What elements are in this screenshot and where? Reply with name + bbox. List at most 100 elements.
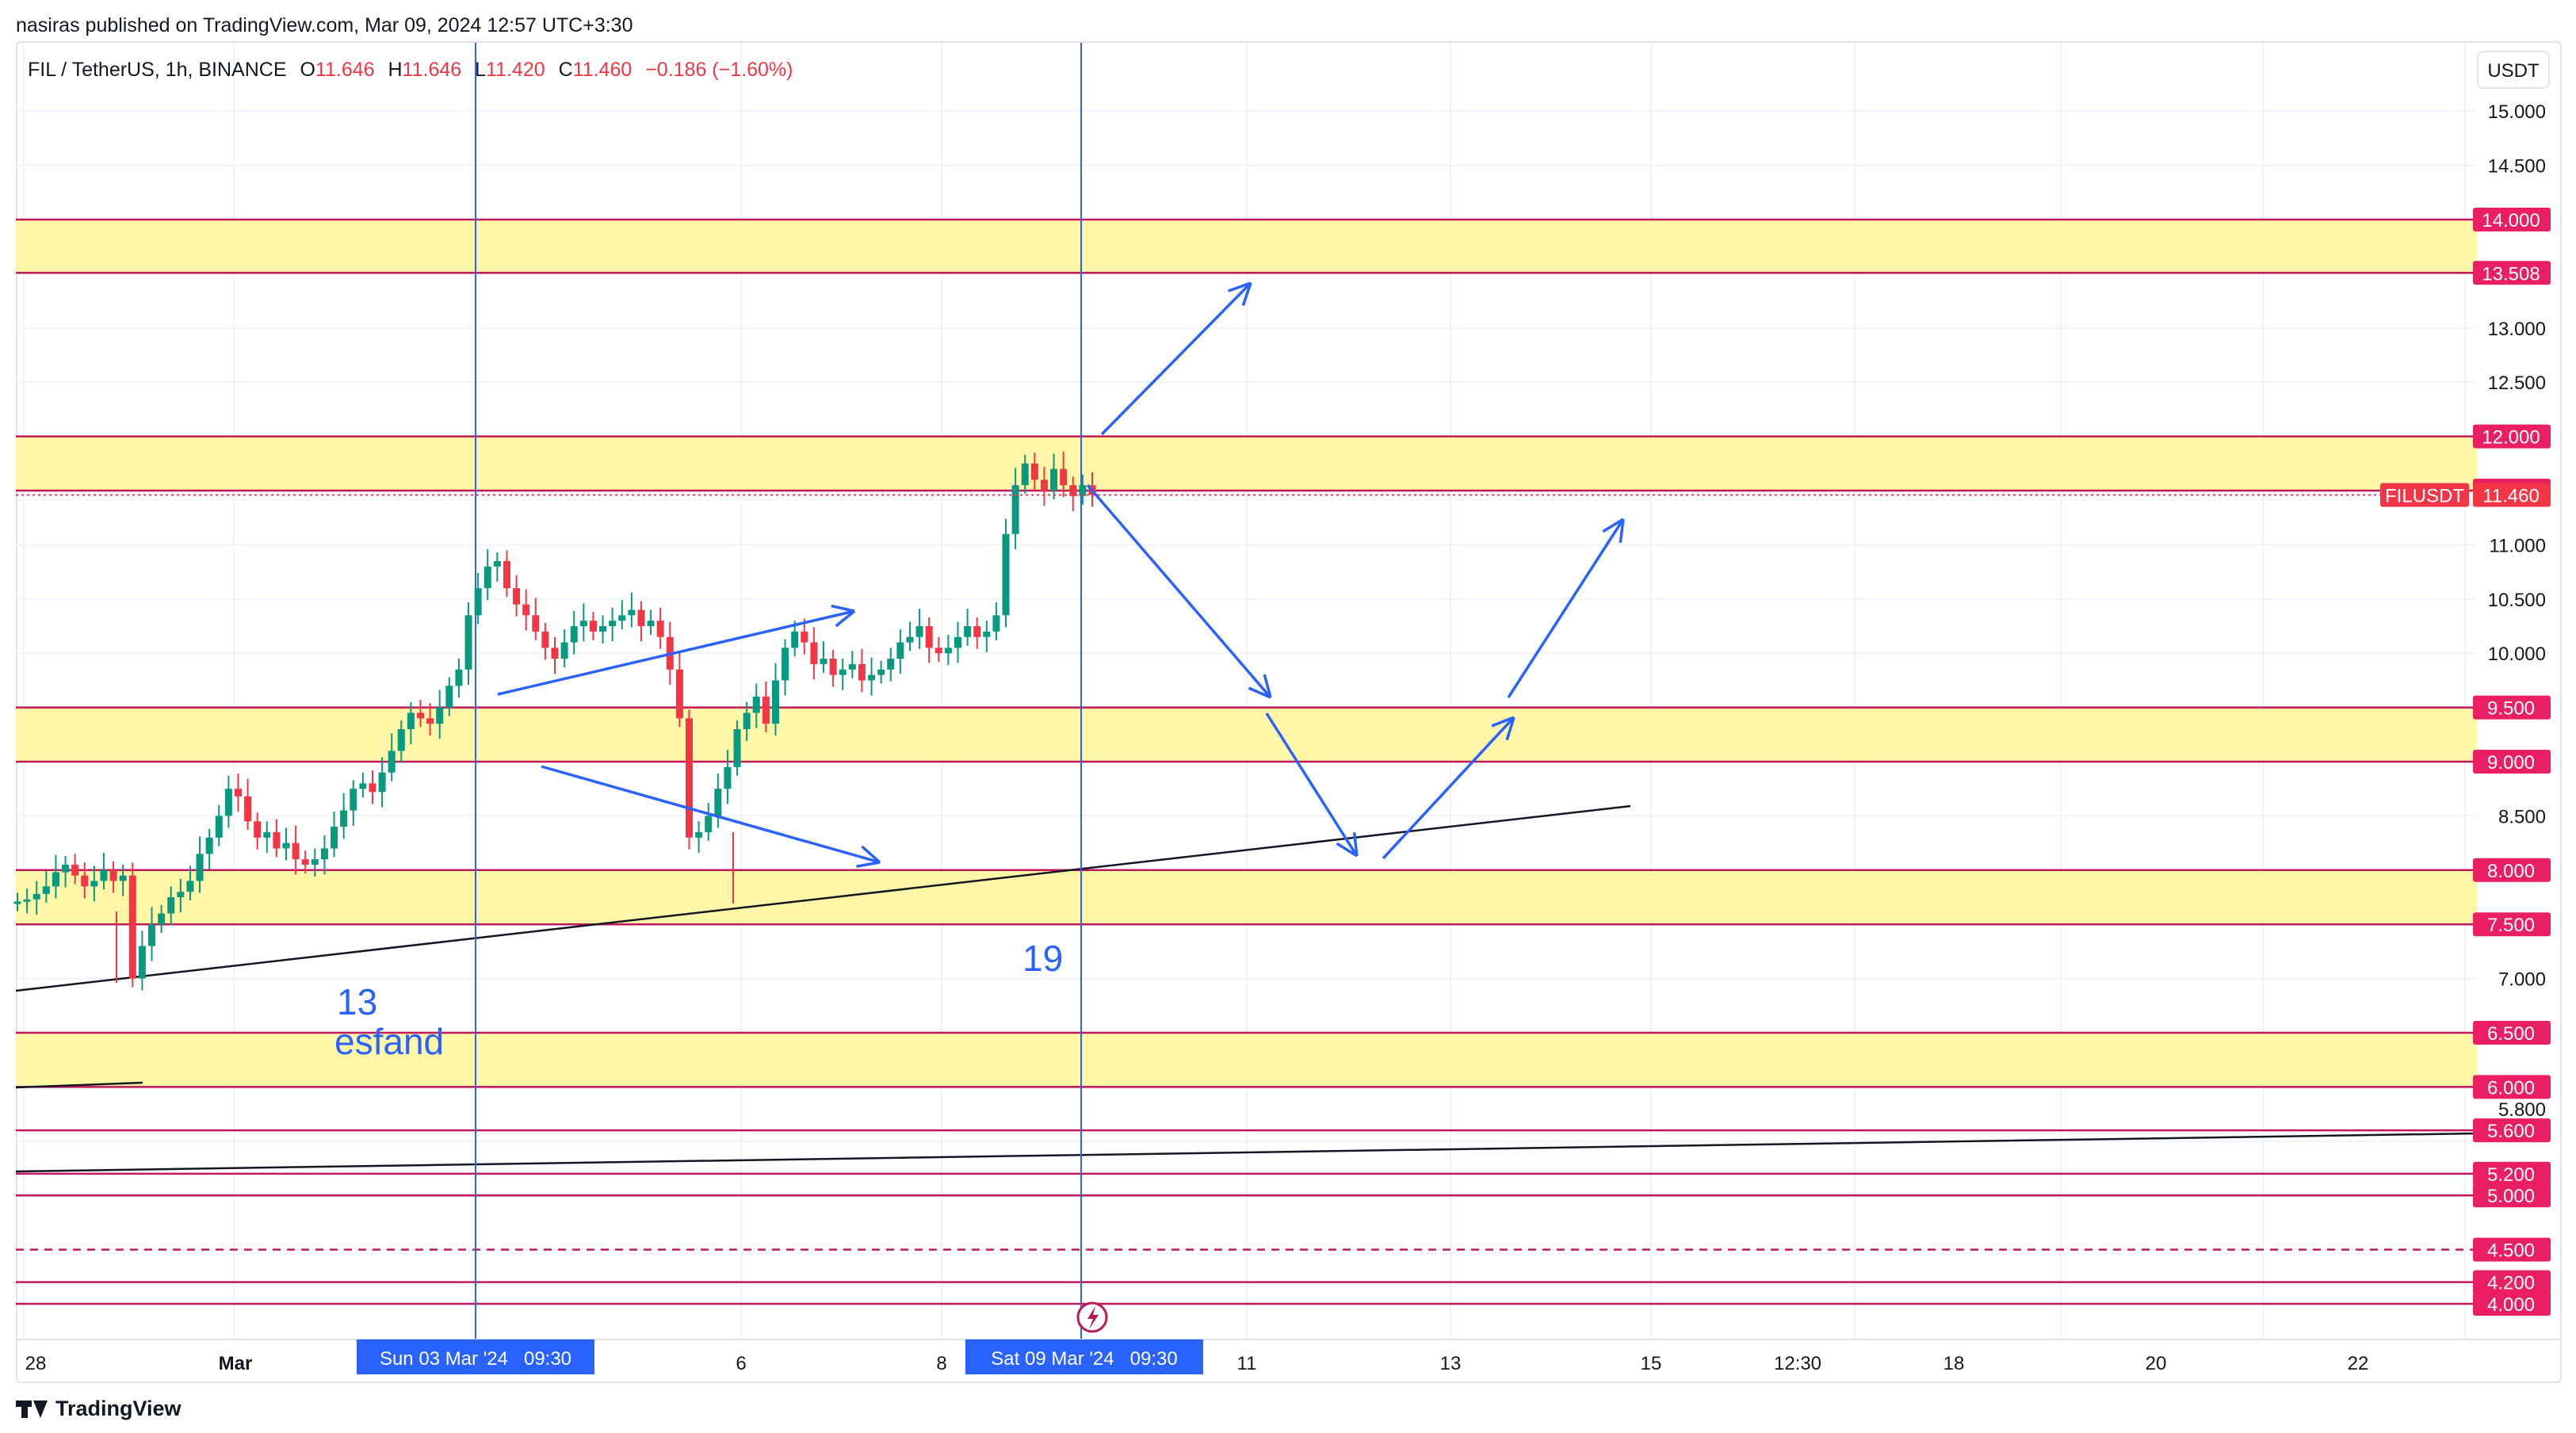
candle-body[interactable] [331,827,338,849]
candle-body[interactable] [128,875,136,979]
price-level-tag[interactable] [2473,1237,2551,1262]
candle-body[interactable] [417,713,424,719]
candle-body[interactable] [1069,485,1077,496]
current-price-tag[interactable] [2473,483,2551,507]
price-level-tag[interactable] [2473,1118,2551,1143]
candle-body[interactable] [1050,468,1058,491]
candle-body[interactable] [637,610,645,626]
candle-body[interactable] [973,626,981,637]
candle-body[interactable] [906,636,914,643]
date-marker-tag[interactable] [357,1339,594,1374]
candle-body[interactable] [474,588,482,616]
price-level-tag[interactable] [2473,1021,2551,1045]
candle-body[interactable] [445,686,453,708]
candle-body[interactable] [186,881,194,892]
projection-arrow[interactable] [497,610,855,696]
candle-body[interactable] [829,659,837,675]
candle-body[interactable] [81,875,89,887]
candle-body[interactable] [196,854,204,881]
candle-body[interactable] [579,621,587,626]
candle-body[interactable] [378,772,386,793]
candle-body[interactable] [282,843,290,849]
price-level-tag[interactable] [2473,695,2551,720]
candle-body[interactable] [887,659,895,670]
candle-body[interactable] [254,821,262,838]
candle-body[interactable] [397,728,405,751]
candle-body[interactable] [714,789,722,816]
price-level-tag[interactable] [2473,208,2551,231]
candle-body[interactable] [925,626,933,648]
candle-body[interactable] [1021,463,1029,486]
candle-body[interactable] [858,663,866,681]
price-level-tag[interactable] [2473,750,2551,774]
price-level-tag[interactable] [2473,1075,2551,1099]
candle-body[interactable] [311,859,319,865]
candle-body[interactable] [292,843,300,860]
candle-body[interactable] [301,859,309,865]
candle-body[interactable] [1060,468,1068,486]
candle-body[interactable] [359,783,367,789]
candle-body[interactable] [771,680,779,724]
candle-body[interactable] [493,560,501,567]
projection-arrow[interactable] [541,765,881,864]
candle-body[interactable] [273,831,281,849]
candle-body[interactable] [896,642,904,659]
support-resistance-zone[interactable] [16,869,2477,925]
price-level-tag[interactable] [2473,1183,2551,1208]
candle-body[interactable] [215,816,223,838]
candle-body[interactable] [388,751,396,773]
currency-unit-button[interactable]: USDT [2477,51,2550,89]
candle-body[interactable] [656,621,664,637]
support-resistance-zone[interactable] [16,220,2477,273]
projection-arrow[interactable] [1086,483,1272,699]
price-level-tag[interactable] [2473,424,2551,449]
candle-body[interactable] [541,631,549,648]
candle-body[interactable] [1079,485,1087,496]
projection-arrow[interactable] [1507,518,1625,698]
candle-body[interactable] [148,924,155,946]
trend-line[interactable] [15,1132,2478,1173]
candle-body[interactable] [839,669,847,675]
candle-body[interactable] [551,648,559,659]
candle-body[interactable] [944,648,952,654]
candle-body[interactable] [992,615,1000,632]
price-level-tag[interactable] [2473,1292,2551,1316]
symbol-label[interactable]: FIL / TetherUS, 1h, BINANCE [28,59,287,81]
candle-body[interactable] [71,864,79,876]
candle-body[interactable] [62,864,70,873]
projection-arrow[interactable] [1100,281,1252,436]
candle-body[interactable] [915,626,923,637]
projection-arrow[interactable] [1265,713,1359,857]
candle-body[interactable] [234,789,242,797]
candle-body[interactable] [109,869,117,881]
candle-body[interactable] [167,897,175,914]
candle-body[interactable] [224,789,232,816]
candle-body[interactable] [426,718,434,724]
trend-line[interactable] [15,804,1631,992]
candle-body[interactable] [1002,533,1010,616]
candle-body[interactable] [90,881,98,887]
candle-body[interactable] [695,831,703,838]
candle-body[interactable] [138,946,146,979]
candle-body[interactable] [119,875,127,881]
candle-body[interactable] [503,560,510,589]
price-level-tag[interactable] [2473,858,2551,882]
candle-body[interactable] [618,615,626,621]
support-resistance-zone[interactable] [16,1033,2477,1087]
candle-body[interactable] [244,796,252,822]
candle-body[interactable] [570,626,578,643]
candle-body[interactable] [464,615,472,670]
support-resistance-zone[interactable] [16,707,2477,762]
candle-body[interactable] [848,663,856,670]
candle-body[interactable] [868,674,876,681]
candle-body[interactable] [934,648,942,654]
candle-body[interactable] [782,648,789,681]
candle-body[interactable] [23,899,31,902]
candle-body[interactable] [100,869,108,881]
candle-body[interactable] [407,713,415,729]
candle-body[interactable] [350,789,357,811]
candle-body[interactable] [628,610,636,616]
candle-body[interactable] [599,626,607,632]
candle-body[interactable] [1011,485,1019,534]
